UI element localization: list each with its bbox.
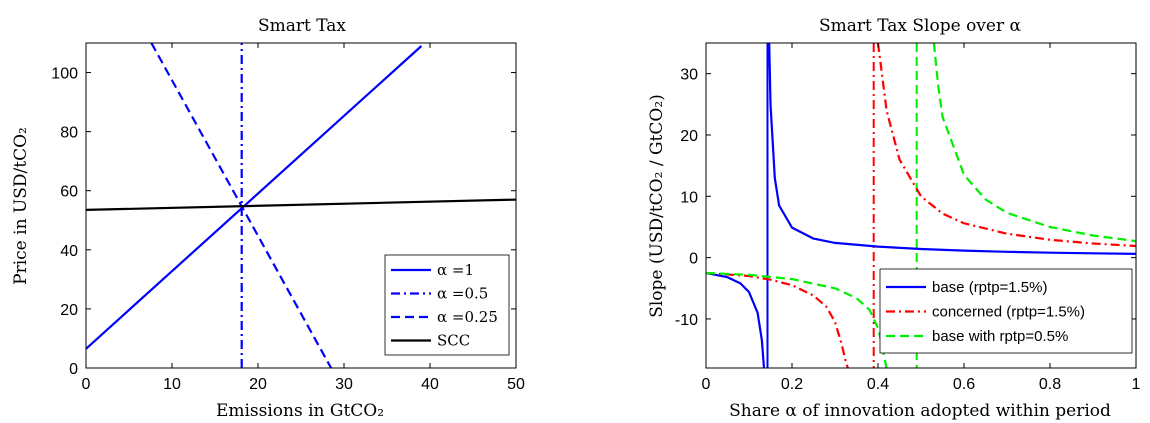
series-line <box>86 198 516 211</box>
y-tick-label: 60 <box>60 184 78 201</box>
chart-title: Smart Tax Slope over α <box>819 16 1022 36</box>
y-tick-label: 100 <box>51 66 78 83</box>
legend: α =1 α =0.5 α =0.25 SCC <box>384 254 510 356</box>
y-axis-label: Slope (USD/tCO₂ / GtCO₂) <box>647 94 667 318</box>
y-tick-label: 0 <box>69 361 78 378</box>
y-tick-label: 0 <box>689 251 698 268</box>
x-tick-label: 0.2 <box>781 376 803 393</box>
legend-label: base with rptp=0.5% <box>932 328 1068 345</box>
y-axis-label: Price in USD/tCO₂ <box>11 127 31 285</box>
legend-label: α =0.25 <box>437 308 498 326</box>
legend-label: α =0.5 <box>437 285 488 303</box>
x-tick-label: 20 <box>249 376 267 393</box>
axes-box <box>705 42 1137 369</box>
legend-box <box>879 268 1133 354</box>
chart-smart-tax-slope: Smart Tax Slope over α 0 0.2 0.4 0.6 0.8 1 -10… <box>647 16 1141 421</box>
chart-title: Smart Tax <box>258 16 346 36</box>
legend-label: SCC <box>437 332 470 350</box>
x-tick-label: 0.8 <box>1039 376 1061 393</box>
x-tick-label: 50 <box>507 376 525 393</box>
legend-box <box>384 254 510 356</box>
series-line <box>706 43 1136 368</box>
y-tick-label: 40 <box>60 243 78 260</box>
x-tick-label: 0.6 <box>953 376 975 393</box>
y-tick-label: 20 <box>60 302 78 319</box>
x-tick-label: 0.4 <box>867 376 889 393</box>
series-line <box>86 45 423 350</box>
axes-box <box>85 42 517 369</box>
x-axis-label: Emissions in GtCO₂ <box>216 401 384 421</box>
legend: base (rptp=1.5%) concerned (rptp=1.5%) bas… <box>879 268 1133 354</box>
y-tick-label: 80 <box>60 125 78 142</box>
legend-label: α =1 <box>437 261 474 279</box>
x-tick-label: 10 <box>163 376 181 393</box>
x-tick-label: 40 <box>421 376 439 393</box>
x-tick-label: 0 <box>82 376 91 393</box>
y-tick-label: -10 <box>675 312 698 329</box>
series-line <box>706 43 1136 368</box>
x-tick-label: 30 <box>335 376 353 393</box>
y-tick-label: 30 <box>680 67 698 84</box>
x-tick-label: 0 <box>702 376 711 393</box>
x-axis-label: Share α of innovation adopted within per… <box>729 401 1111 421</box>
legend-label: base (rptp=1.5%) <box>932 279 1047 296</box>
x-tick-label: 1 <box>1132 376 1141 393</box>
y-tick-label: 20 <box>680 128 698 145</box>
chart-smart-tax: Smart Tax 0 10 20 30 40 50 0 20 40 60 80 100 Emissi… <box>11 16 525 421</box>
legend-label: concerned (rptp=1.5%) <box>932 304 1085 321</box>
y-tick-label: 10 <box>680 189 698 206</box>
